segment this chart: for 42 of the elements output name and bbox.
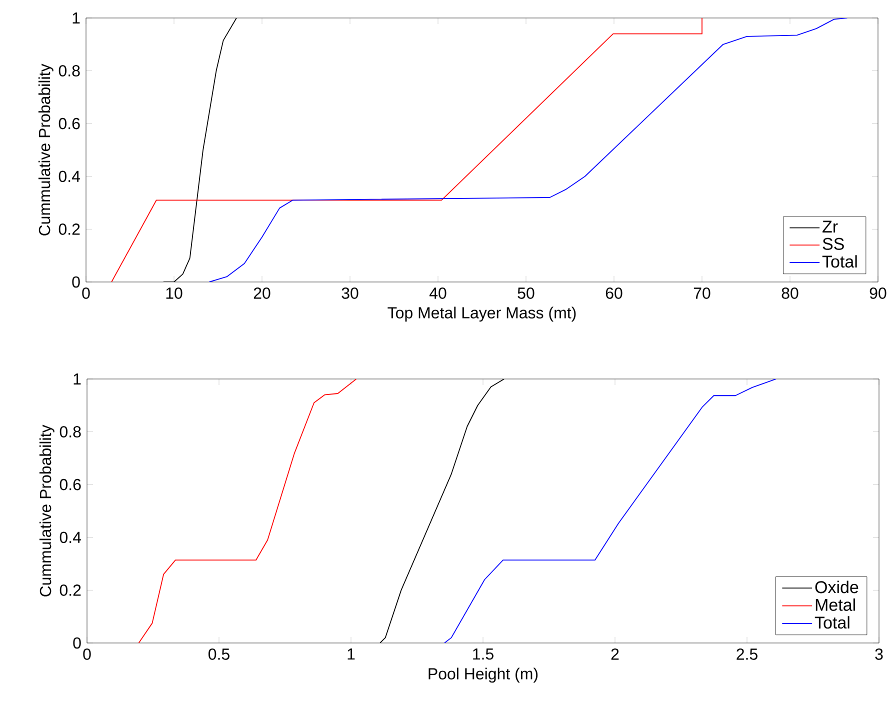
y-tick-label: 0.8 <box>58 65 80 76</box>
x-tick-label: 40 <box>429 288 446 299</box>
legend-label: Metal <box>816 598 855 611</box>
y-tick-label: 0 <box>72 276 80 288</box>
x-tick-label: 1 <box>348 648 355 660</box>
x-tick-label: 2.5 <box>736 648 758 660</box>
y-axis-title: Cummulative Probability <box>39 424 54 596</box>
x-tick-label: 1.5 <box>473 648 494 660</box>
x-tick-label: 90 <box>870 288 886 299</box>
y-tick-label: 0.6 <box>58 118 80 130</box>
x-tick-label: 0 <box>82 288 90 299</box>
legend-label: Total <box>814 616 850 629</box>
x-axis-title: Pool Height (m) <box>428 668 538 683</box>
y-tick-label: 0.2 <box>60 584 81 596</box>
y-tick-label: 0.2 <box>58 224 80 235</box>
legend-label: SS <box>822 238 844 250</box>
y-tick-label: 1 <box>72 12 80 24</box>
y-tick-label: 0.4 <box>58 170 80 182</box>
x-tick-label: 3 <box>875 648 883 660</box>
legend-label: Total <box>822 255 857 268</box>
x-tick-label: 70 <box>694 288 710 299</box>
y-tick-label: 0 <box>73 637 81 649</box>
x-tick-label: 0.5 <box>208 648 230 660</box>
legend-label: Zr <box>822 220 838 232</box>
y-tick-label: 0.8 <box>60 426 81 438</box>
y-tick-label: 0.4 <box>60 532 81 544</box>
x-tick-label: 2 <box>611 648 619 660</box>
line-series <box>138 378 357 643</box>
x-axis-title: Top Metal Layer Mass (mt) <box>388 306 576 322</box>
line-series <box>444 378 776 643</box>
x-tick-label: 0 <box>83 648 91 660</box>
x-tick-label: 60 <box>606 288 622 299</box>
y-tick-label: 0.6 <box>60 478 81 490</box>
x-tick-label: 50 <box>518 288 534 299</box>
x-tick-label: 20 <box>254 288 270 299</box>
y-axis-title: Cummulative Probability <box>38 64 54 236</box>
x-tick-label: 10 <box>166 288 182 299</box>
legend-label: Oxide <box>815 580 858 594</box>
y-tick-label: 1 <box>74 373 81 384</box>
line-series <box>111 18 702 282</box>
x-tick-label: 80 <box>782 288 798 299</box>
x-tick-label: 30 <box>342 288 358 299</box>
